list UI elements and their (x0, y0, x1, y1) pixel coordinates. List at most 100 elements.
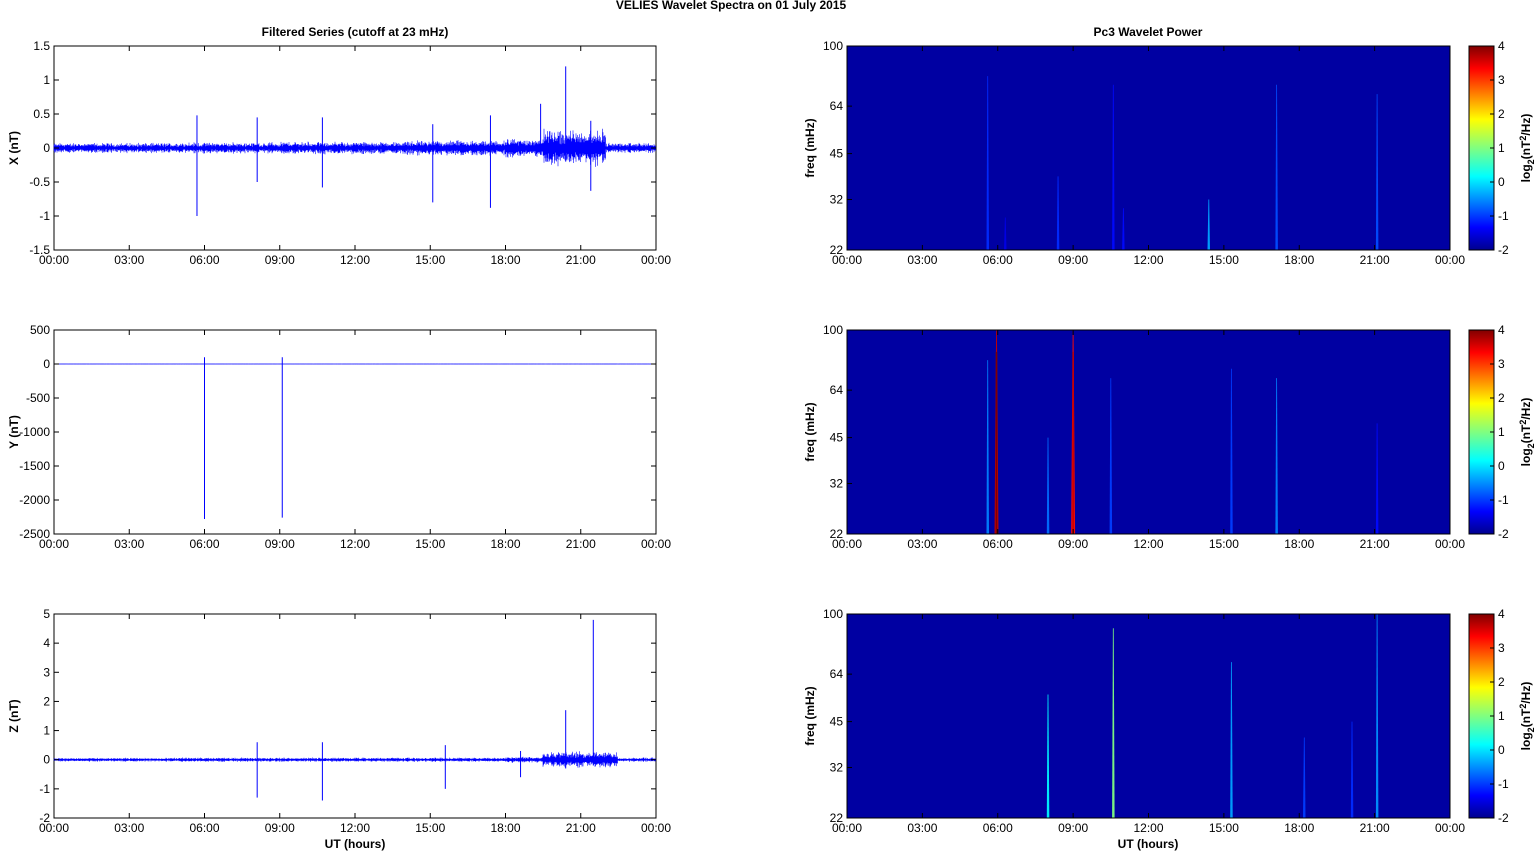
series-3-x-tick-label: 00:00 (641, 821, 671, 835)
spectrum-2-colorbar-label-part: log (1519, 448, 1533, 466)
spectrum-1-colorbar-label: log2(nT2/Hz) (1518, 114, 1536, 183)
series-2-y-tick-label: -2000 (19, 493, 50, 507)
series-1-y-tick-label: -1 (39, 209, 50, 223)
spectrum-3-x-tick-label: 21:00 (1360, 821, 1390, 835)
spectrum-1-x-tick-label: 18:00 (1284, 253, 1314, 267)
spectrum-3-x-tick-label: 00:00 (1435, 821, 1465, 835)
spectrum-2-y-tick-label: 64 (830, 383, 844, 397)
spectrum-1-heatmap-background (847, 46, 1450, 250)
spectrum-3-y-tick-label: 45 (830, 715, 844, 729)
spectrum-1-colorbar-tick-label: 2 (1498, 107, 1505, 121)
spectrum-1-power-streak (1056, 176, 1060, 250)
spectrum-2-colorbar-label-part: 2 (1518, 420, 1528, 425)
spectrum-2-y-axis-label: freq (mHz) (803, 402, 817, 461)
spectrum-3-colorbar-label-part: (nT (1519, 708, 1533, 727)
series-2-x-tick-label: 15:00 (415, 537, 445, 551)
spectrum-3-colorbar-tick-label: 0 (1498, 743, 1505, 757)
spectrum-1-x-tick-label: 06:00 (983, 253, 1013, 267)
spectrum-3-colorbar-tick-label: -2 (1498, 811, 1509, 825)
series-2-plot-area (53, 329, 657, 535)
series-3-x-tick-label: 21:00 (566, 821, 596, 835)
series-2-x-tick-label: 09:00 (265, 537, 295, 551)
spectrum-3-colorbar-label-part: 2 (1518, 704, 1528, 709)
spectrum-3-x-tick-label: 00:00 (832, 821, 862, 835)
spectrum-1-colorbar-label-part: (nT (1519, 140, 1533, 159)
series-2-x-tick-label: 00:00 (641, 537, 671, 551)
spectrum-3-power-streak (1375, 614, 1379, 818)
series-3-y-tick-label: 2 (43, 694, 50, 708)
spectrum-2-colorbar-label-part: 2 (1526, 443, 1536, 448)
spectrum-3-colorbar-tick-label: 1 (1498, 709, 1505, 723)
spectrum-1-x-tick-label: 12:00 (1133, 253, 1163, 267)
spectrum-3-x-tick-label: 09:00 (1058, 821, 1088, 835)
series-3-x-tick-label: 18:00 (490, 821, 520, 835)
spectrum-2-colorbar-tick-label: 3 (1498, 357, 1505, 371)
spectrum-2-x-tick-label: 18:00 (1284, 537, 1314, 551)
spectrum-1-y-tick-label: 45 (830, 147, 844, 161)
spectrum-3-colorbar-label-part: log (1519, 732, 1533, 750)
spectrum-1-y-tick-label: 22 (830, 243, 844, 257)
spectrum-1-colorbar-label-part: 2 (1526, 159, 1536, 164)
spectrum-2-colorbar-tick-label: -2 (1498, 527, 1509, 541)
spectrum-2-x-tick-label: 12:00 (1133, 537, 1163, 551)
series-3-x-tick-label: 00:00 (39, 821, 69, 835)
series-1-y-tick-label: 1.5 (33, 39, 50, 53)
spectrum-3-y-tick-label: 100 (823, 607, 843, 621)
spectrum-2-y-tick-label: 32 (830, 477, 844, 491)
spectrum-2-power-streak (1375, 423, 1379, 534)
spectrum-2-colorbar-tick-label: 0 (1498, 459, 1505, 473)
spectrum-2-colorbar-tick-label: 4 (1498, 323, 1505, 337)
spectrum-3-power-streak (1303, 737, 1306, 818)
series-1-x-tick-label: 12:00 (340, 253, 370, 267)
spectrum-1-colorbar-tick-label: -2 (1498, 243, 1509, 257)
spectrum-2-y-tick-label: 45 (830, 431, 844, 445)
spectrum-1-x-tick-label: 09:00 (1058, 253, 1088, 267)
spectrum-1-x-tick-label: 03:00 (907, 253, 937, 267)
spectrum-1-y-tick-label: 64 (830, 99, 844, 113)
spectrum-2-x-tick-label: 00:00 (1435, 537, 1465, 551)
spectrum-3-colorbar-label: log2(nT2/Hz) (1518, 682, 1536, 751)
series-1-x-tick-label: 00:00 (39, 253, 69, 267)
spectrum-2-colorbar-label-part: (nT (1519, 424, 1533, 443)
spectrum-2-power-streak (1275, 378, 1278, 534)
spectrum-1-x-tick-label: 00:00 (832, 253, 862, 267)
spectrum-3-y-tick-label: 64 (830, 667, 844, 681)
series-3-y-tick-label: -1 (39, 782, 50, 796)
series-3-plot-area (53, 613, 657, 819)
series-2-x-tick-label: 12:00 (340, 537, 370, 551)
spectrum-1-colorbar-tick-label: 0 (1498, 175, 1505, 189)
spectrum-2-x-tick-label: 06:00 (983, 537, 1013, 551)
spectrum-1-colorbar-tick-label: -1 (1498, 209, 1509, 223)
spectrum-2-x-tick-label: 00:00 (832, 537, 862, 551)
spectrum-3-y-axis-label: freq (mHz) (803, 686, 817, 745)
spectrum-2-power-streak (1109, 378, 1113, 534)
spectrum-1-x-tick-label: 00:00 (1435, 253, 1465, 267)
series-1-x-tick-label: 06:00 (189, 253, 219, 267)
series-2-y-tick-label: -500 (26, 391, 50, 405)
spectrum-2-colorbar-tick-label: 1 (1498, 425, 1505, 439)
spectrum-1-colorbar-tick-label: 1 (1498, 141, 1505, 155)
spectrum-2-x-tick-label: 15:00 (1209, 537, 1239, 551)
series-2-x-tick-label: 06:00 (189, 537, 219, 551)
series-1-y-tick-label: 1 (43, 73, 50, 87)
right-x-axis-label: UT (hours) (1118, 837, 1179, 851)
series-3-y-tick-label: -2 (39, 811, 50, 825)
spectrum-3-colorbar-label-part: /Hz) (1519, 682, 1533, 704)
spectrum-1-colorbar-label-part: 2 (1518, 136, 1528, 141)
series-3-x-tick-label: 06:00 (189, 821, 219, 835)
spectrum-2-power-streak (986, 360, 989, 534)
spectrum-3-heatmap-background (847, 614, 1450, 818)
series-2-x-tick-label: 03:00 (114, 537, 144, 551)
series-3-x-tick-label: 15:00 (415, 821, 445, 835)
spectrum-2-colorbar (1468, 329, 1495, 535)
spectrum-2-colorbar-tick-label: 2 (1498, 391, 1505, 405)
series-2-y-tick-label: -2500 (19, 527, 50, 541)
right-column-title: Pc3 Wavelet Power (1094, 25, 1203, 39)
spectrum-3-colorbar (1468, 613, 1495, 819)
spectrum-1-power-streak (986, 76, 989, 250)
series-1-x-tick-label: 09:00 (265, 253, 295, 267)
spectrum-3-x-tick-label: 06:00 (983, 821, 1013, 835)
spectrum-3-y-tick-label: 22 (830, 811, 844, 825)
spectrum-1-power-streak (1004, 217, 1007, 250)
series-3-y-axis-label: Z (nT) (7, 699, 21, 732)
